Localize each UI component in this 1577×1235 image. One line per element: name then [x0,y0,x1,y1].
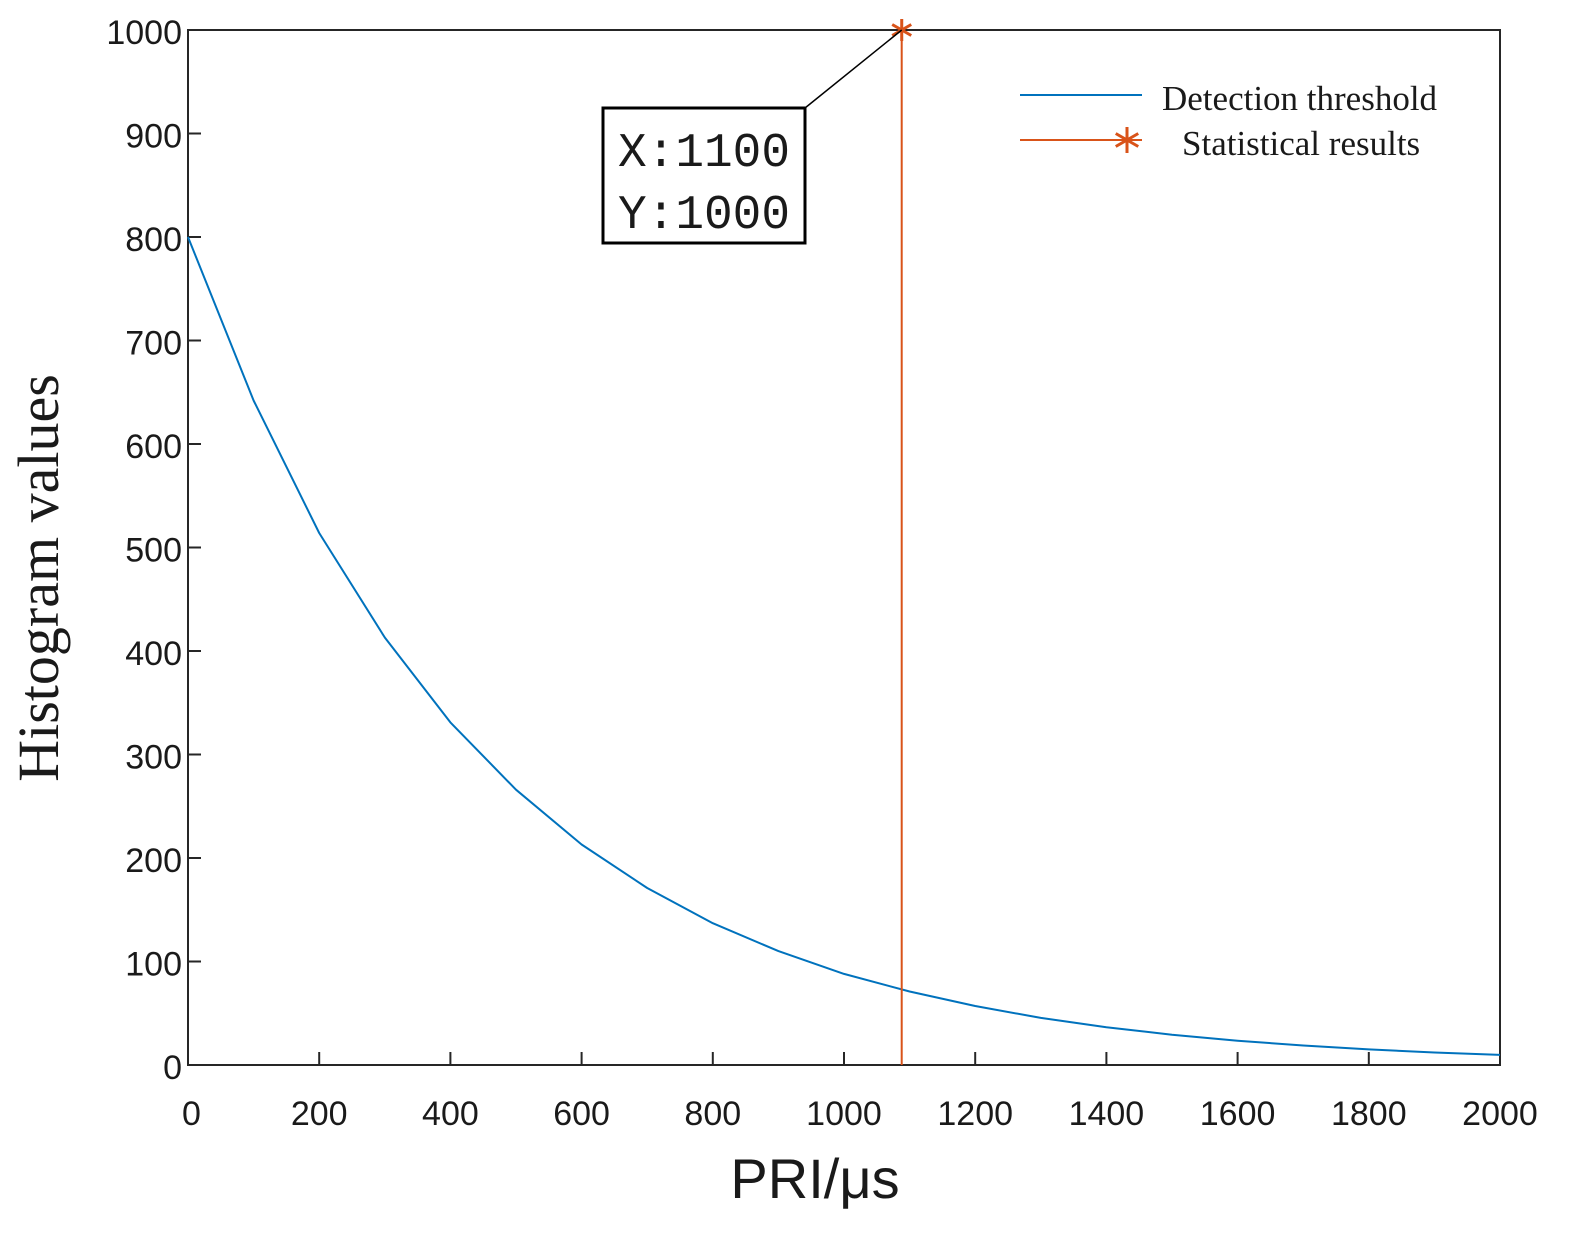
x-tick-label: 800 [684,1095,741,1133]
y-tick-label: 0 [163,1049,182,1087]
x-tick-label: 1000 [806,1095,882,1133]
y-tick-label: 100 [125,946,182,984]
legend-asterisk-marker [1114,127,1140,153]
x-tick-label: 1800 [1331,1095,1407,1133]
legend-label-detection-threshold: Detection threshold [1162,79,1438,118]
y-axis-ticks: 0 100 200 300 400 500 600 700 800 900 1000 [106,14,201,1087]
y-tick-label: 700 [125,325,182,363]
y-tick-label: 600 [125,428,182,466]
x-tick-label: 1600 [1200,1095,1276,1133]
datatip-box [601,106,807,245]
series-line-detection-threshold [187,236,1501,1056]
y-tick-label: 200 [125,842,182,880]
x-tick-label: 200 [291,1095,348,1133]
legend-asterisk [1114,127,1140,153]
y-tick-label: 500 [125,532,182,570]
datatip-leader-line [804,29,903,109]
x-tick-label: 600 [553,1095,610,1133]
x-axis-title: PRI/μs [730,1147,899,1210]
legend: Detection threshold Statistical results [1020,79,1438,163]
x-tick-label: 2000 [1462,1095,1538,1133]
x-tick-label: 0 [182,1095,201,1133]
x-axis-ticks: 0 200 400 600 800 1000 1200 1400 1600 1800 2000 [182,1052,1538,1133]
y-tick-label: 800 [125,221,182,259]
x-tick-label: 400 [422,1095,479,1133]
y-axis-title: Histogram values [6,374,71,782]
y-tick-label: 1000 [106,14,182,52]
y-tick-label: 300 [125,739,182,777]
datatip-y-text: Y:1000 [618,189,790,243]
x-tick-label: 1400 [1069,1095,1145,1133]
legend-label-statistical-results: Statistical results [1182,124,1420,163]
y-tick-label: 900 [125,118,182,156]
y-tick-label: 400 [125,635,182,673]
x-tick-label: 1200 [937,1095,1013,1133]
plot-area [187,29,1501,1066]
datatip-x-text: X:1100 [618,127,790,181]
